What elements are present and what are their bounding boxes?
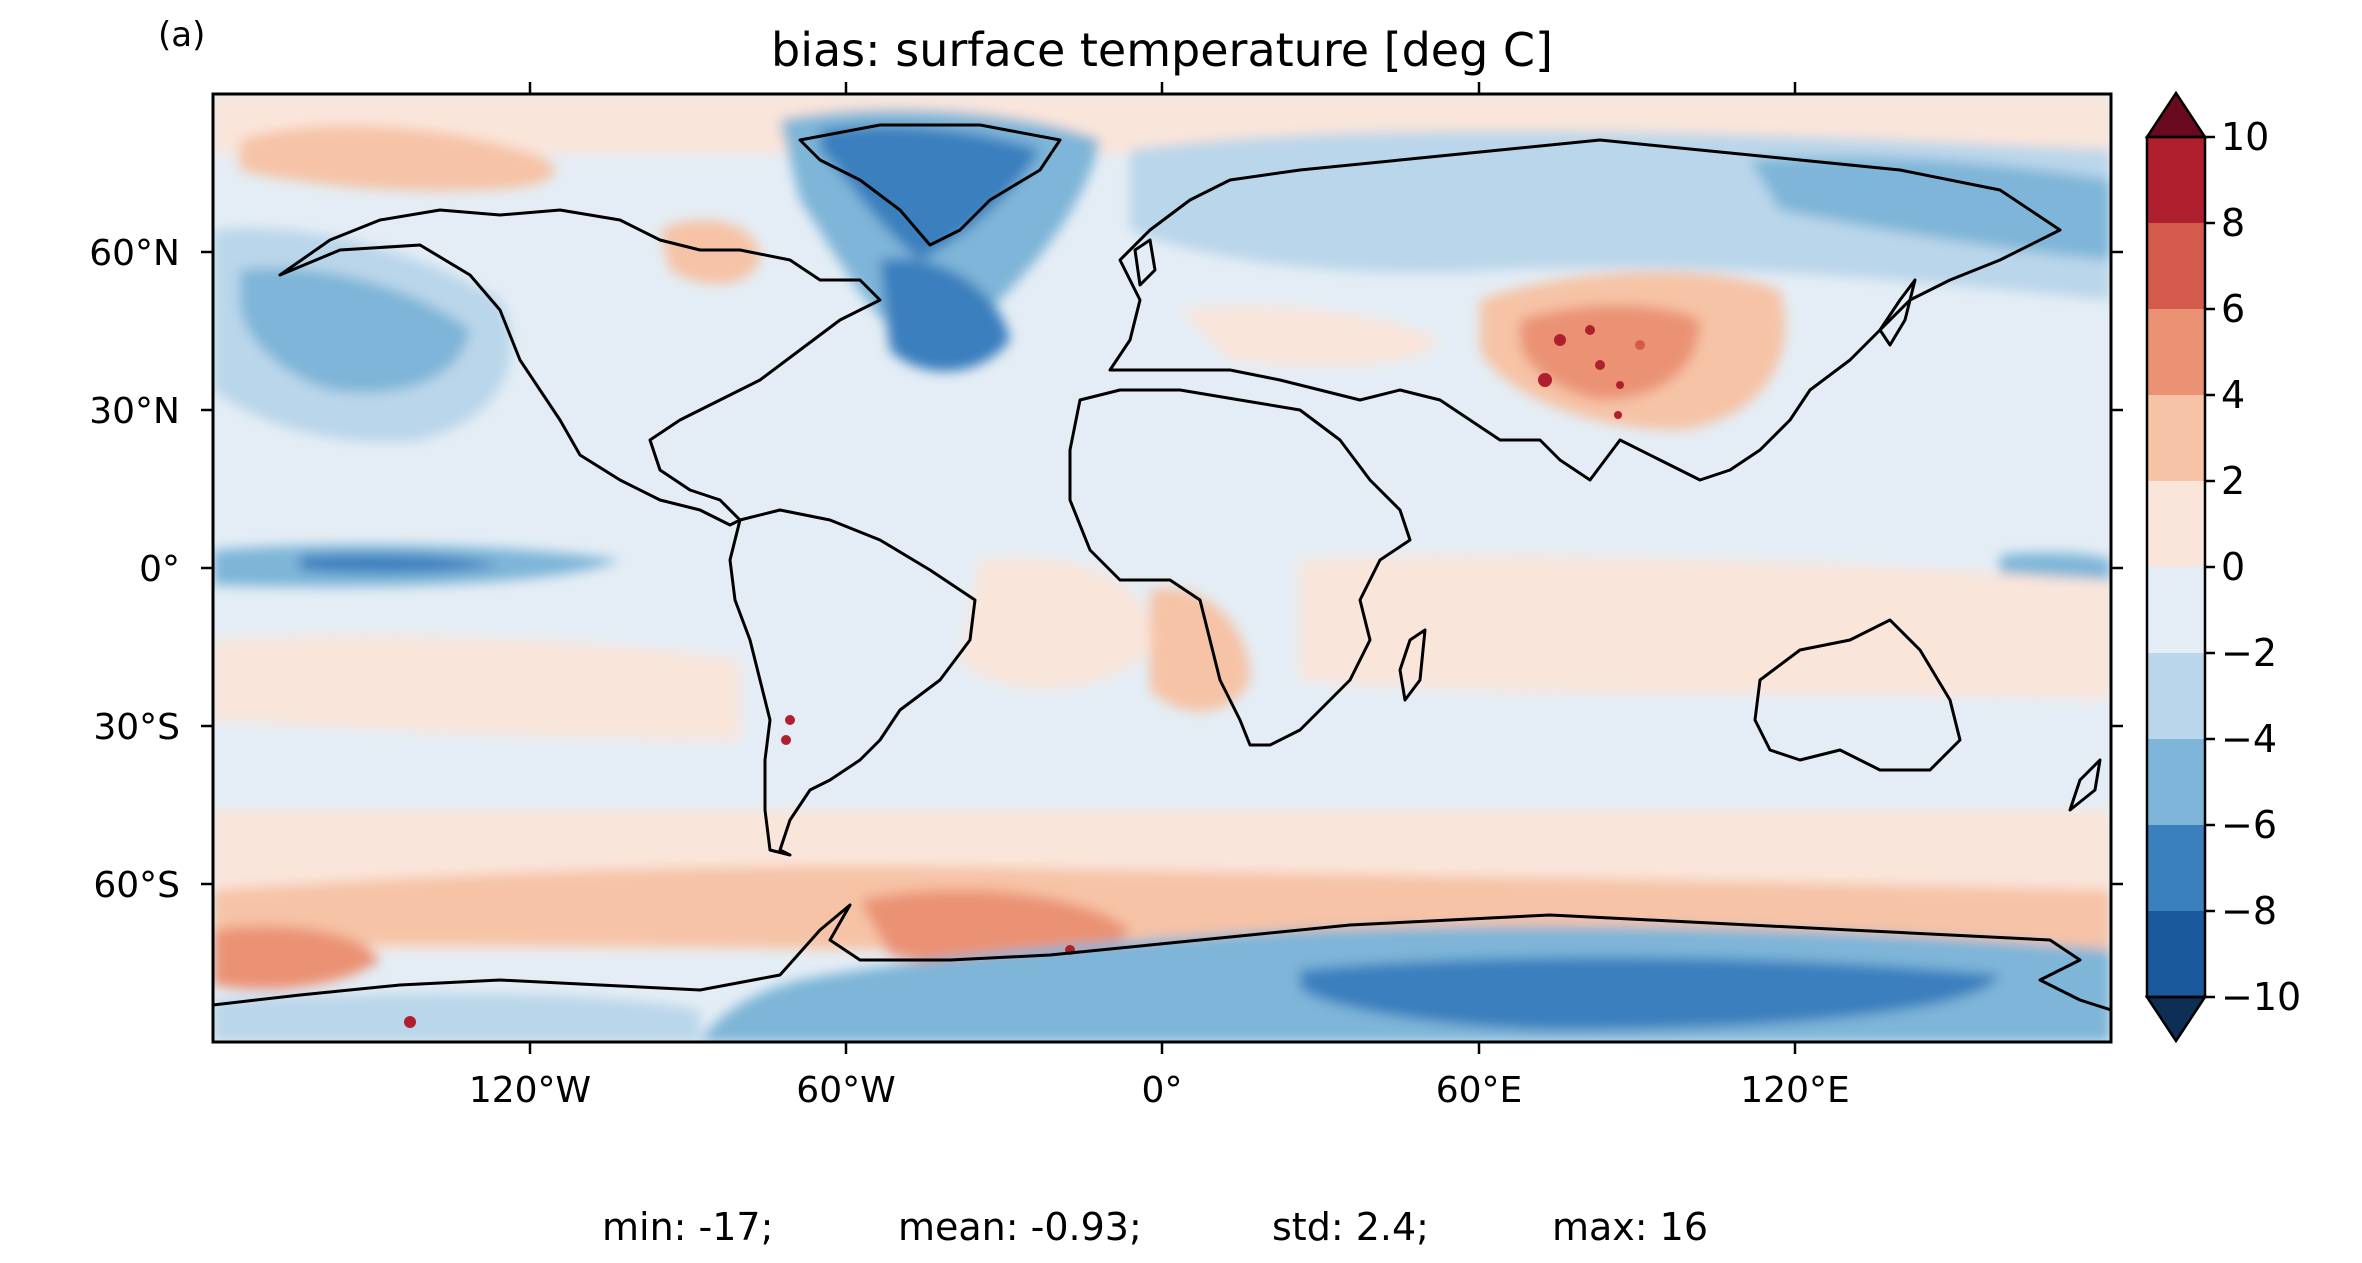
stat-max: max: 16 bbox=[1552, 1205, 1708, 1249]
stat-mean: mean: -0.93; bbox=[898, 1205, 1142, 1249]
colorbar-segment bbox=[2147, 395, 2205, 481]
hudson-warm-patch bbox=[660, 220, 760, 284]
colorbar-segment bbox=[2147, 911, 2205, 997]
colorbar-over-triangle bbox=[2144, 90, 2208, 139]
indian-ocean-warm bbox=[1300, 556, 2111, 700]
colorbar-tick-label: 0 bbox=[2221, 545, 2245, 589]
colorbar-segment bbox=[2147, 653, 2205, 739]
map-field bbox=[213, 94, 2111, 1042]
coastlines bbox=[213, 123, 2111, 1012]
colorbar-tick-label: 4 bbox=[2221, 373, 2245, 417]
colorbar-tick-label: 8 bbox=[2221, 201, 2245, 245]
australia-coast bbox=[1753, 618, 1962, 772]
colorbar-segment bbox=[2147, 825, 2205, 911]
panel-label: (a) bbox=[158, 15, 205, 55]
x-tick-marks bbox=[528, 82, 1797, 1054]
x-tick-label: 120°W bbox=[469, 1070, 591, 1111]
colorbar-tick-label: 6 bbox=[2221, 287, 2245, 331]
new-zealand-coast bbox=[2068, 758, 2102, 812]
y-tick-marks bbox=[201, 250, 2123, 886]
ross-warm bbox=[213, 926, 380, 990]
colorbar-segment bbox=[2147, 309, 2205, 395]
colorbar-tick-label: 2 bbox=[2221, 459, 2245, 503]
colorbar-under-triangle bbox=[2144, 995, 2208, 1044]
colorbar-segment bbox=[2147, 567, 2205, 653]
y-tick-labels: 60°N 30°N 0° 30°S 60°S bbox=[89, 233, 180, 906]
tibet-hot bbox=[1520, 305, 1700, 400]
y-tick-label: 30°N bbox=[89, 391, 180, 432]
south-america-west-warm bbox=[213, 636, 740, 740]
equatorial-cold-core bbox=[300, 554, 500, 574]
africa-west-warm bbox=[1150, 588, 1250, 712]
colorbar-tick-label: −2 bbox=[2221, 631, 2277, 675]
x-tick-labels: 120°W 60°W 0° 60°E 120°E bbox=[469, 1070, 1850, 1111]
mediterranean-warm bbox=[1180, 306, 1440, 366]
antarctica-west-cold bbox=[213, 993, 700, 1042]
japan-coast bbox=[1878, 278, 1917, 347]
uk-coast bbox=[1133, 238, 1157, 287]
x-tick-label: 60°W bbox=[796, 1070, 895, 1111]
greenland-coast bbox=[798, 123, 1062, 247]
siberia-cold-core bbox=[1750, 157, 2111, 260]
hot-spots bbox=[404, 325, 1645, 1028]
colorbar-segment bbox=[2147, 137, 2205, 223]
stat-std: std: 2.4; bbox=[1272, 1205, 1429, 1249]
colorbar-tick-label: −4 bbox=[2221, 717, 2277, 761]
south-america-coast bbox=[728, 508, 977, 857]
antarctica-coast bbox=[213, 903, 2111, 1012]
north-atlantic-cold bbox=[880, 258, 1010, 372]
africa-coast bbox=[1068, 388, 1412, 747]
south-atlantic-warm bbox=[960, 558, 1151, 689]
eurasia-coast bbox=[1108, 138, 2062, 482]
colorbar-tick-label: −10 bbox=[2221, 975, 2301, 1019]
madagascar-coast bbox=[1398, 628, 1427, 702]
x-tick-label: 60°E bbox=[1436, 1070, 1523, 1111]
x-tick-label: 0° bbox=[1142, 1070, 1183, 1111]
north-america-coast bbox=[278, 208, 882, 527]
colorbar-segment bbox=[2147, 481, 2205, 567]
north-pacific-cold-core bbox=[240, 268, 470, 393]
y-tick-label: 30°S bbox=[93, 707, 180, 748]
y-tick-label: 60°N bbox=[89, 233, 180, 274]
map-title: bias: surface temperature [deg C] bbox=[771, 23, 1553, 77]
stat-min: min: -17; bbox=[602, 1205, 773, 1249]
colorbar-tick-label: −6 bbox=[2221, 803, 2277, 847]
colorbar-tick-label: 10 bbox=[2221, 115, 2269, 159]
colorbar-tick-label: −8 bbox=[2221, 889, 2277, 933]
x-tick-label: 120°E bbox=[1740, 1070, 1849, 1111]
stats-line: min: -17; mean: -0.93; std: 2.4; max: 16 bbox=[602, 1205, 1708, 1249]
colorbar: −10 −8 −6 −4 −2 0 2 4 6 8 10 bbox=[2144, 90, 2301, 1044]
y-tick-label: 0° bbox=[139, 549, 180, 590]
greenland-cold-core bbox=[820, 126, 1040, 260]
colorbar-segment bbox=[2147, 739, 2205, 825]
colorbar-segment bbox=[2147, 223, 2205, 309]
y-tick-label: 60°S bbox=[93, 865, 180, 906]
canada-warm-patch bbox=[240, 126, 555, 191]
antarctica-cold-core bbox=[1300, 957, 2000, 1030]
